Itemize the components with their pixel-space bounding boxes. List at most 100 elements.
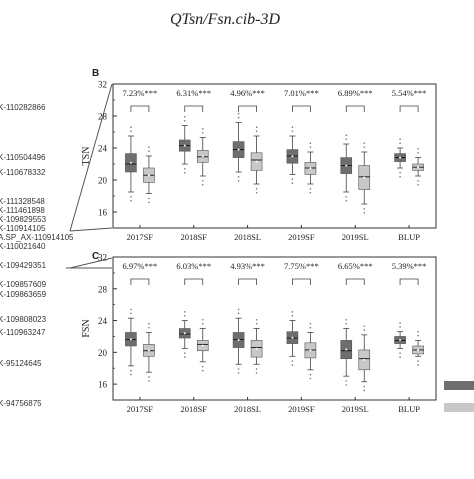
outlier-point (237, 176, 240, 178)
y-tick-label: 28 (98, 112, 108, 122)
box-light (196, 318, 209, 372)
marker-label: K-110282866 (0, 103, 46, 112)
outlier-point (183, 116, 186, 118)
marker-label: K-109857609 (0, 280, 47, 289)
x-tick-label: 2017SF (127, 232, 154, 242)
legend (444, 381, 474, 412)
significance-bracket (399, 105, 419, 112)
x-tick-label: BLUP (398, 232, 420, 242)
outlier-point (201, 365, 204, 368)
outlier-point (291, 311, 294, 313)
significance-label: 6.31%*** (176, 88, 211, 98)
outlier-point (345, 322, 348, 325)
x-tick-label: 2019SL (342, 404, 369, 414)
connector-line-mid (69, 227, 113, 232)
outlier-point (363, 385, 366, 388)
panel-letter: B (92, 68, 99, 79)
box-mean (345, 348, 348, 351)
outlier-point (291, 130, 294, 132)
significance-bracket (184, 278, 204, 285)
marker-label: K-109829553 (0, 215, 47, 224)
outlier-point (399, 138, 401, 140)
box-dark (178, 116, 191, 174)
outlier-point (417, 152, 419, 154)
box-light (250, 318, 263, 374)
outlier-point (237, 312, 240, 315)
outlier-point (417, 364, 419, 366)
y-tick-label: 20 (98, 348, 108, 358)
outlier-point (363, 325, 366, 327)
outlier-point (183, 352, 186, 354)
outlier-point (148, 150, 150, 152)
significance-bracket (399, 278, 419, 285)
x-tick-label: 2019SF (288, 404, 315, 414)
marker-label: K-110021640 (0, 242, 46, 251)
box-mean (237, 148, 240, 151)
significance-label: 6.65%*** (338, 261, 373, 271)
outlier-point (291, 182, 294, 184)
x-tick-label: 2018SF (181, 404, 208, 414)
box-mean (399, 156, 402, 159)
outlier-point (183, 168, 186, 170)
box-mean (201, 344, 204, 347)
legend-swatch-light (444, 403, 474, 412)
outlier-point (417, 180, 419, 182)
box-dark (232, 308, 245, 374)
outlier-point (363, 146, 366, 148)
box-light (358, 142, 371, 214)
box-mean (417, 348, 420, 351)
significance-label: 4.93%*** (230, 261, 265, 271)
outlier-point (130, 130, 132, 132)
outlier-point (291, 360, 294, 362)
outlier-point (255, 322, 258, 325)
y-tick-label: 24 (98, 144, 108, 154)
outlier-point (183, 120, 186, 122)
box-light (143, 146, 155, 204)
box-light (250, 126, 263, 194)
marker-label: K-110678332 (0, 168, 46, 177)
box-mean (255, 347, 258, 350)
box-mean (363, 358, 366, 361)
outlier-point (148, 380, 150, 382)
outlier-point (183, 314, 186, 317)
outlier-point (291, 314, 294, 317)
x-tick-label: 2018SL (234, 404, 261, 414)
y-tick-label: 24 (98, 316, 108, 326)
box-light (412, 148, 424, 186)
box-mean (201, 155, 204, 158)
marker-list: K-110282866 K-110504496 K-110678332 K-11132… (0, 83, 113, 408)
box-dark (232, 112, 245, 182)
outlier-point (255, 188, 258, 190)
outlier-point (345, 138, 348, 140)
marker-label: K-110504496 (0, 153, 46, 162)
outlier-point (237, 112, 240, 115)
box-dark (340, 134, 353, 202)
outlier-point (237, 308, 240, 311)
y-axis-label: FSN (81, 319, 92, 337)
outlier-point (309, 377, 312, 380)
significance-label: 5.39%*** (392, 261, 427, 271)
outlier-point (255, 126, 258, 128)
outlier-point (363, 142, 366, 144)
significance-label: 5.54%*** (392, 88, 427, 98)
outlier-point (363, 329, 366, 331)
outlier-point (130, 308, 132, 311)
outlier-point (148, 322, 150, 325)
outlier-point (345, 318, 348, 321)
significance-bracket (345, 278, 365, 285)
outlier-point (201, 128, 204, 130)
box-dark (394, 138, 406, 178)
outlier-point (255, 192, 258, 194)
significance-bracket (292, 105, 311, 112)
outlier-point (148, 146, 150, 148)
outlier-point (399, 142, 401, 144)
box-dark (394, 322, 406, 358)
outlier-point (399, 356, 401, 358)
outlier-point (417, 360, 419, 362)
y-tick-label: 32 (98, 253, 107, 263)
significance-label: 7.01%*** (284, 88, 319, 98)
y-tick-label: 20 (98, 176, 108, 186)
x-tick-label: 2019SL (342, 232, 369, 242)
box-dark (286, 311, 299, 366)
